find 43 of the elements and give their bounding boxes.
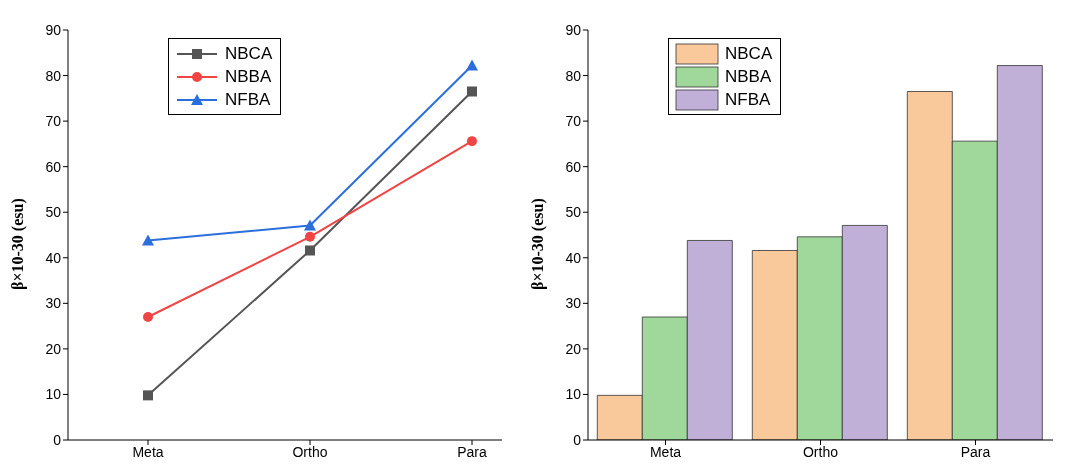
y-tick-label: 40	[45, 249, 62, 266]
y-tick-label: 50	[565, 204, 582, 221]
point	[467, 86, 477, 97]
y-tick-label: 60	[45, 158, 62, 175]
y-tick-label: 30	[565, 295, 582, 312]
point	[305, 231, 315, 242]
x-tick-label: Para	[960, 443, 991, 460]
y-tick-label: 50	[45, 204, 62, 221]
y-tick-label: 20	[45, 340, 62, 357]
y-tick-label: 70	[565, 113, 582, 130]
y-tick-label: 30	[45, 295, 62, 312]
y-tick-label: 70	[45, 113, 62, 130]
y-tick-label: 90	[565, 21, 582, 38]
y-tick-label: 60	[565, 158, 582, 175]
legend-label: NBCA	[725, 43, 773, 65]
legend-label: NBCA	[225, 43, 273, 65]
point	[304, 219, 316, 231]
point	[142, 234, 154, 246]
y-tick-label: 0	[53, 431, 62, 448]
y-tick-label: 90	[45, 21, 62, 38]
y-tick-label: 20	[565, 340, 582, 357]
y-axis-title: β×10-30 (esu)	[8, 198, 27, 290]
x-tick-label: Meta	[649, 443, 682, 460]
y-axis-title: β×10-30 (esu)	[528, 198, 547, 290]
y-tick-label: 10	[565, 386, 582, 403]
x-tick-label: Para	[457, 443, 487, 460]
point	[305, 245, 315, 256]
legend-label: NBBA	[225, 66, 272, 88]
legend-label: NFBA	[225, 89, 271, 111]
x-tick-label: Ortho	[292, 443, 328, 460]
point	[143, 390, 153, 401]
y-tick-label: 0	[573, 431, 582, 448]
point	[143, 312, 153, 322]
y-tick-label: 80	[45, 67, 62, 84]
point	[466, 59, 478, 71]
point	[467, 136, 477, 147]
x-tick-label: Ortho	[802, 443, 839, 460]
legend-label: NBBA	[725, 66, 772, 88]
y-tick-label: 80	[565, 67, 582, 84]
y-tick-label: 40	[565, 249, 582, 266]
x-tick-label: Meta	[132, 443, 164, 460]
y-tick-label: 10	[45, 386, 62, 403]
legend-label: NFBA	[725, 89, 771, 111]
